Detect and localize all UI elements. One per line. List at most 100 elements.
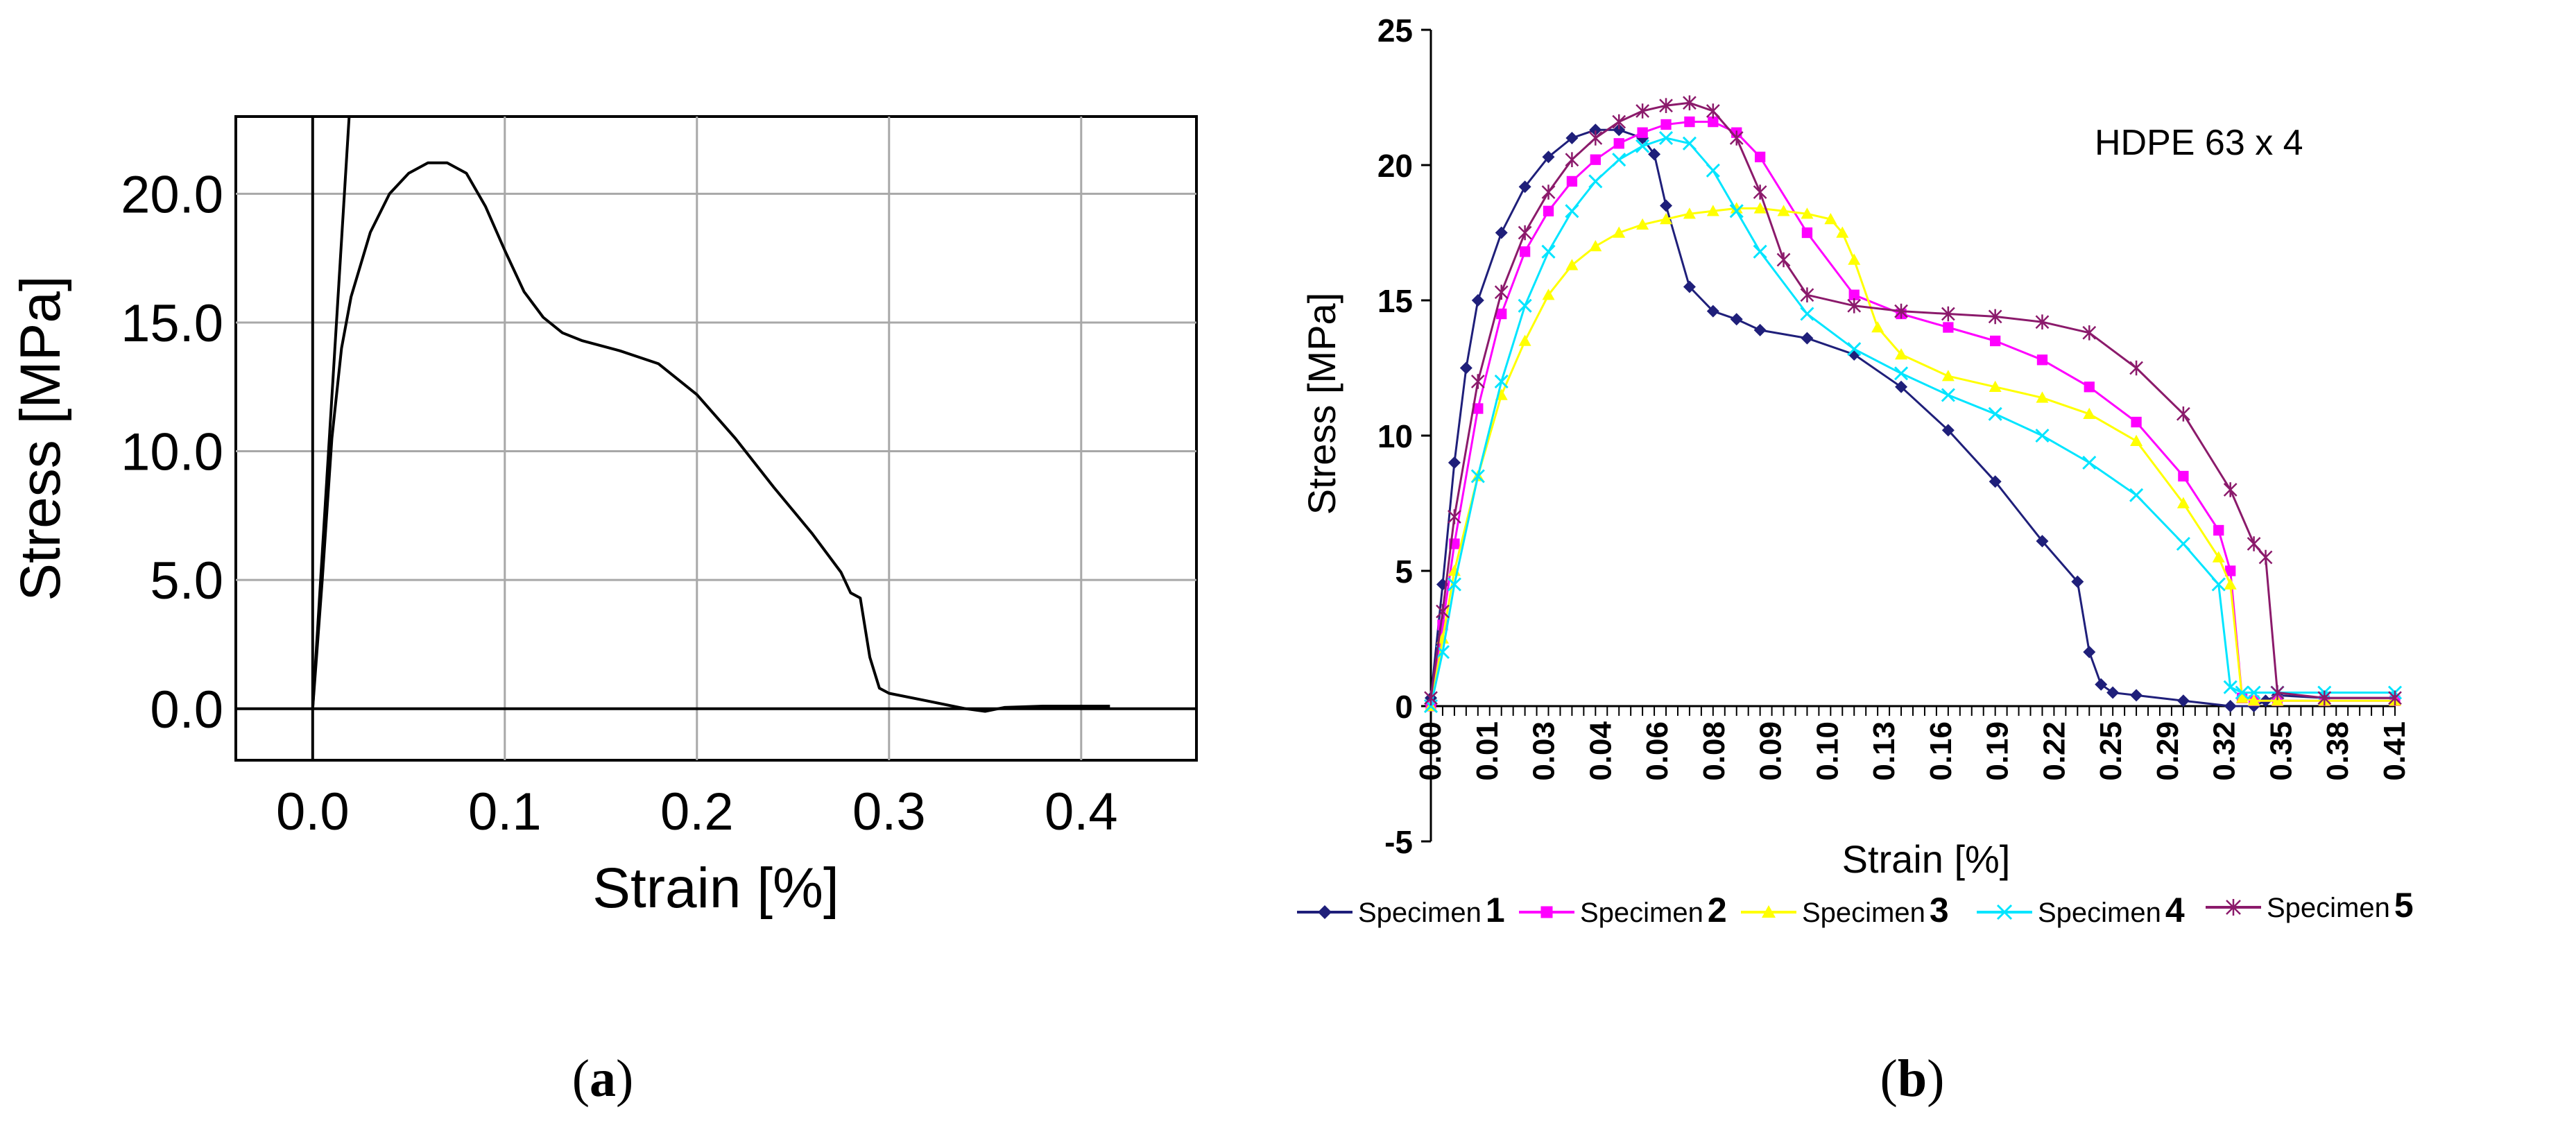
chart-b-point-specimen-1 [1448, 456, 1461, 469]
chart-b-point-specimen-2 [1708, 116, 1719, 128]
chart-b-point-specimen-1 [1660, 199, 1673, 212]
chart-b-point-specimen-4 [1541, 244, 1556, 259]
chart-b-point-specimen-5 [2258, 549, 2273, 565]
legend-label-specimen-2: Specimen 2 [1580, 891, 1727, 929]
chart-b-point-specimen-4 [2035, 428, 2050, 443]
chart-b-point-specimen-2 [1990, 335, 2001, 347]
chart-b-point-specimen-1 [1895, 380, 1908, 393]
chart-b-point-specimen-3 [1589, 240, 1602, 252]
chart-b-x-tick-label: 0.08 [1697, 721, 1731, 781]
chart-b-point-specimen-5 [1448, 509, 1461, 524]
chart-b-point-specimen-5 [1612, 114, 1626, 130]
chart-a-y-tick-label: 20.0 [121, 165, 223, 224]
chart-b-point-specimen-2 [1660, 119, 1672, 130]
chart-b-point-specimen-4 [2082, 455, 2097, 470]
chart-b-point-specimen-4 [2129, 488, 2144, 502]
chart-b-point-specimen-3 [1848, 253, 1861, 265]
chart-b-x-axis-label: Strain [%] [1842, 837, 2011, 881]
chart-b-point-specimen-2 [1684, 116, 1695, 128]
chart-b-x-tick-label: 0.04 [1583, 721, 1617, 780]
legend-swatch-marker-specimen-4 [1996, 904, 2013, 920]
chart-b-point-specimen-2 [2225, 565, 2236, 576]
legend-label-name-specimen-5: Specimen [2267, 893, 2390, 923]
chart-b-y-tick-label: 5 [1395, 554, 1413, 590]
chart-b-point-specimen-2 [1543, 205, 1554, 216]
chart-b-point-specimen-5 [2223, 482, 2238, 497]
chart-b-point-specimen-1 [1565, 132, 1579, 144]
chart-b-point-specimen-3 [2176, 497, 2190, 508]
chart-a-series [311, 116, 1110, 713]
chart-b-point-specimen-3 [1565, 259, 1579, 271]
chart-b-point-specimen-1 [1495, 226, 1508, 239]
chart-a-reference-lines [236, 117, 1196, 760]
chart-b-point-specimen-1 [2095, 678, 2108, 691]
chart-b-x-tick-labels: 0.00 0.01 0.03 0.04 0.06 0.08 0.09 0.10 0.13 0.16… [1414, 721, 2412, 780]
chart-b-point-specimen-4 [1847, 342, 1862, 357]
legend-swatch-marker-specimen-3 [1762, 905, 1776, 918]
chart-a-series-curve [311, 161, 1110, 713]
chart-a-y-tick-label: 0.0 [150, 680, 223, 739]
chart-a-x-tick-label: 0.2 [660, 782, 734, 841]
legend-label-number-specimen-2: 2 [1708, 891, 1727, 929]
chart-b-x-tick-label: 0.35 [2265, 721, 2299, 781]
chart-b-point-specimen-2 [2036, 354, 2048, 366]
chart-b-point-specimen-4 [1470, 469, 1485, 483]
chart-b-x-tick-label: 0.16 [1924, 721, 1958, 781]
panel-label-b: (b) [1880, 1049, 1945, 1108]
chart-b-point-specimen-3 [1753, 202, 1767, 214]
chart-b-point-specimen-2 [1566, 175, 1578, 187]
chart-b-point-specimen-5 [1894, 303, 1908, 319]
chart-b-point-specimen-4 [2176, 536, 2190, 551]
legend-label-name-specimen-4: Specimen [2038, 898, 2161, 928]
chart-b-point-specimen-4 [1941, 388, 1955, 402]
chart-b-point-specimen-4 [1635, 139, 1650, 153]
chart-b-point-specimen-4 [2211, 577, 2226, 592]
chart-b-point-specimen-1 [1753, 323, 1767, 336]
chart-b-point-specimen-2 [1613, 138, 1624, 149]
chart-b-point-specimen-3 [2235, 692, 2249, 703]
chart-b-point-specimen-1 [1459, 361, 1472, 375]
chart-b-point-specimen-5 [1588, 130, 1603, 146]
legend-label-specimen-1: Specimen 1 [1358, 891, 1505, 929]
chart-b-y-tick-label: 20 [1377, 148, 1413, 184]
chart-b-y-tick-label: 25 [1377, 12, 1413, 49]
chart-b-point-specimen-5 [1541, 185, 1556, 200]
chart-a-x-tick-label: 0.4 [1045, 782, 1118, 841]
chart-b-point-specimen-3 [1777, 205, 1790, 216]
chart-b-point-specimen-3 [1730, 202, 1743, 214]
chart-b-point-specimen-5 [1565, 152, 1579, 167]
chart-b-point-specimen-4 [1494, 374, 1509, 389]
chart-b-point-specimen-5 [1706, 103, 1720, 119]
chart-b-point-specimen-3 [2212, 551, 2225, 563]
chart-b-point-specimen-1 [1989, 475, 2002, 488]
chart-b-point-specimen-3 [1706, 205, 1719, 216]
chart-b-point-specimen-4 [1588, 174, 1603, 189]
chart-b-point-specimen-1 [2071, 575, 2084, 588]
chart-a-series-elastic-line [311, 116, 351, 709]
chart-a-y-tick-labels: 0.0 5.0 10.0 15.0 20.0 [121, 165, 223, 739]
chart-b-point-specimen-5 [2129, 360, 2143, 376]
chart-a-x-tick-label: 0.1 [468, 782, 542, 841]
chart-b-point-specimen-4 [1447, 577, 1461, 592]
chart-b-point-specimen-3 [2224, 578, 2237, 590]
chart-b-point-specimen-1 [1471, 294, 1484, 307]
chart-b-point-specimen-1 [2130, 689, 2143, 702]
chart-b-series-line-specimen-3 [1429, 207, 2395, 707]
chart-b-point-specimen-1 [1730, 313, 1743, 326]
panel-label-a-letter: a [590, 1049, 616, 1108]
chart-b-y-tick-label: 15 [1377, 283, 1413, 319]
chart-a-x-tick-label: 0.3 [852, 782, 926, 841]
chart-b-point-specimen-1 [2224, 700, 2237, 712]
chart-b-point-specimen-3 [1542, 289, 1555, 300]
chart-a-y-tick-label: 10.0 [121, 423, 223, 482]
chart-b-x-tick-label: 0.38 [2321, 721, 2355, 781]
chart-b-point-specimen-3 [2247, 694, 2260, 706]
chart-b-point-specimen-3 [2130, 434, 2143, 446]
chart-b-point-specimen-5 [1518, 225, 1532, 241]
chart-b-point-specimen-1 [1706, 305, 1719, 318]
chart-b-point-specimen-4 [1658, 130, 1674, 146]
chart-b-x-tick-label: 0.19 [1981, 721, 2015, 781]
chart-b-point-specimen-2 [1590, 154, 1601, 165]
chart-b-point-specimen-3 [1636, 218, 1649, 230]
